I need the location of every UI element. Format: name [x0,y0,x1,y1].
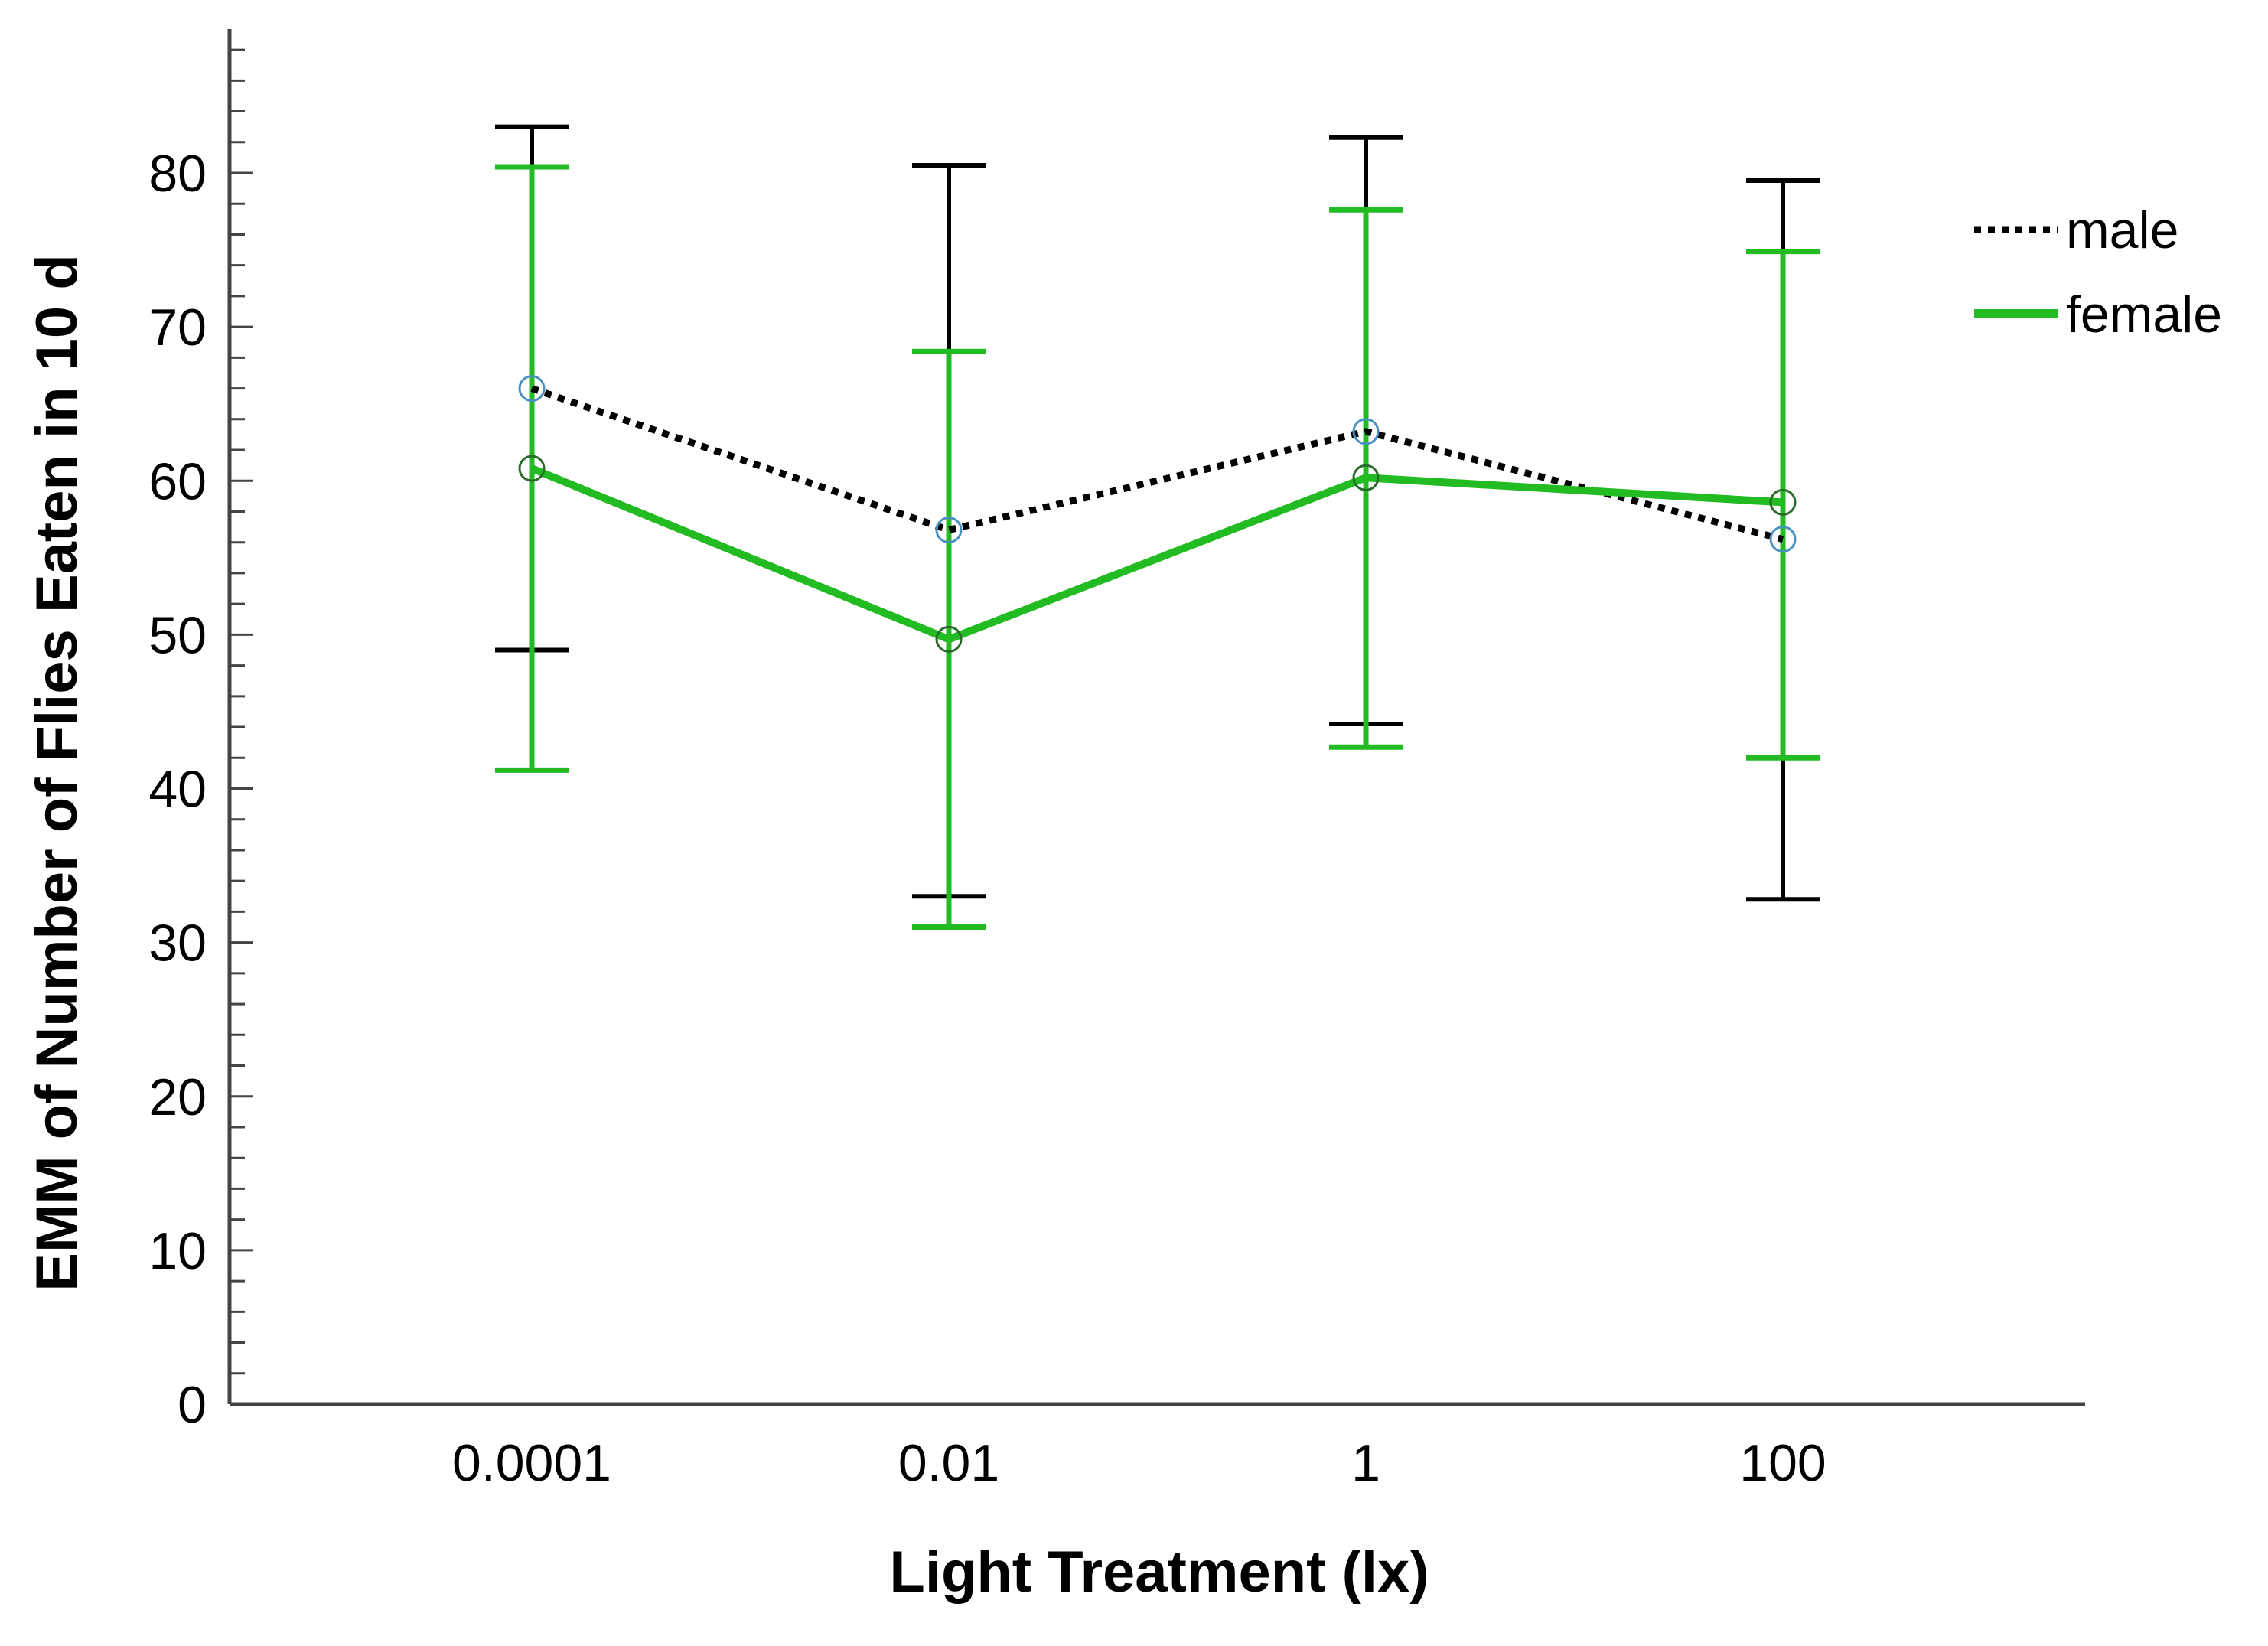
data-point-male [935,517,963,544]
legend-label-female: female [2066,285,2222,344]
y-tick-label: 0 [178,1376,207,1434]
y-tick-label: 50 [148,606,207,664]
y-axis-title: EMM of Number of Flies Eaten in 10 d [24,254,90,1292]
y-tick-label: 40 [148,761,207,819]
data-point-male [518,375,546,403]
y-tick-label: 30 [148,914,207,973]
x-tick-label: 1 [1351,1434,1380,1492]
legend: male female [1974,201,2222,344]
data-point-male [1769,526,1797,553]
data-point-female [935,625,963,653]
y-axis-ticks: 0 10 20 30 40 50 60 70 80 [148,48,253,1434]
data-point-female [1352,464,1380,491]
y-tick-label: 60 [148,452,207,510]
legend-label-male: male [2066,201,2178,259]
data-markers [518,375,1797,653]
axes [227,29,2085,1406]
x-tick-label: 100 [1739,1434,1826,1492]
y-tick-label: 70 [148,298,207,357]
y-tick-label: 20 [148,1068,207,1126]
series-line-male [530,385,1784,543]
x-axis-ticks: 0.0001 0.01 1 100 [452,1434,1826,1492]
x-axis-title: Light Treatment (lx) [889,1540,1429,1605]
series-line-female [530,464,1784,644]
x-tick-label: 0.0001 [452,1434,611,1492]
data-point-male [1352,418,1380,445]
y-tick-label: 10 [148,1222,207,1280]
y-tick-label: 80 [148,145,207,203]
data-point-female [518,455,546,482]
x-tick-label: 0.01 [898,1434,999,1492]
data-point-female [1769,488,1797,516]
series-lines [530,385,1784,644]
error-bars [495,124,1820,931]
